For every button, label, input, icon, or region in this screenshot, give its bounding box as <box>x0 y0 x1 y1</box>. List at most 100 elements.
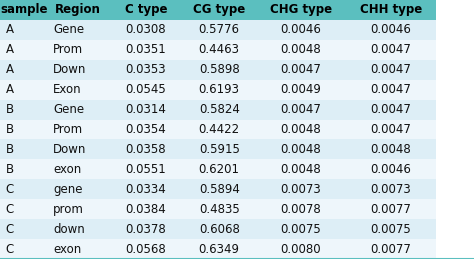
Text: 0.4463: 0.4463 <box>199 43 240 56</box>
Bar <box>109 60 182 80</box>
Text: Gene: Gene <box>53 103 84 116</box>
Bar <box>109 40 182 60</box>
Text: 0.0378: 0.0378 <box>126 223 166 236</box>
Text: CHH type: CHH type <box>360 3 422 17</box>
Bar <box>346 139 436 159</box>
Bar <box>256 100 346 120</box>
Bar <box>256 120 346 139</box>
Bar <box>47 139 109 159</box>
Bar <box>109 219 182 239</box>
Bar <box>0 159 47 179</box>
Text: C: C <box>6 203 14 216</box>
Bar <box>182 239 256 259</box>
Text: B: B <box>6 123 14 136</box>
Text: 0.0073: 0.0073 <box>371 183 411 196</box>
Text: 0.0048: 0.0048 <box>281 43 321 56</box>
Bar <box>0 239 47 259</box>
Bar <box>346 219 436 239</box>
Text: 0.0077: 0.0077 <box>371 203 411 216</box>
Bar <box>182 199 256 219</box>
Bar <box>256 199 346 219</box>
Bar <box>109 159 182 179</box>
Bar <box>256 219 346 239</box>
Text: 0.0047: 0.0047 <box>281 103 321 116</box>
Text: 0.5776: 0.5776 <box>199 23 240 36</box>
Text: A: A <box>6 63 14 76</box>
Bar <box>256 80 346 100</box>
Text: 0.0048: 0.0048 <box>281 163 321 176</box>
Bar <box>0 179 47 199</box>
Bar <box>346 80 436 100</box>
Text: 0.0384: 0.0384 <box>126 203 166 216</box>
Bar <box>182 159 256 179</box>
Bar <box>182 80 256 100</box>
Bar <box>109 0 182 20</box>
Bar <box>182 100 256 120</box>
Text: 0.0308: 0.0308 <box>126 23 166 36</box>
Text: 0.0047: 0.0047 <box>371 123 411 136</box>
Text: 0.0545: 0.0545 <box>126 83 166 96</box>
Text: 0.0078: 0.0078 <box>281 203 321 216</box>
Text: 0.5894: 0.5894 <box>199 183 240 196</box>
Text: 0.6068: 0.6068 <box>199 223 240 236</box>
Text: 0.0354: 0.0354 <box>126 123 166 136</box>
Bar <box>346 159 436 179</box>
Bar <box>346 20 436 40</box>
Bar <box>256 139 346 159</box>
Text: 0.0551: 0.0551 <box>126 163 166 176</box>
Bar <box>346 199 436 219</box>
Text: 0.5915: 0.5915 <box>199 143 240 156</box>
Bar <box>0 120 47 139</box>
Text: 0.0048: 0.0048 <box>371 143 411 156</box>
Text: gene: gene <box>53 183 82 196</box>
Text: 0.0048: 0.0048 <box>281 123 321 136</box>
Bar <box>47 60 109 80</box>
Text: A: A <box>6 23 14 36</box>
Bar <box>0 20 47 40</box>
Text: A: A <box>6 83 14 96</box>
Text: sample: sample <box>0 3 47 17</box>
Text: B: B <box>6 143 14 156</box>
Bar <box>47 219 109 239</box>
Text: 0.0334: 0.0334 <box>126 183 166 196</box>
Text: 0.0314: 0.0314 <box>125 103 166 116</box>
Bar <box>256 159 346 179</box>
Bar <box>0 80 47 100</box>
Text: 0.0358: 0.0358 <box>126 143 166 156</box>
Bar <box>0 0 47 20</box>
Bar <box>47 120 109 139</box>
Bar <box>109 80 182 100</box>
Text: Gene: Gene <box>53 23 84 36</box>
Text: 0.6349: 0.6349 <box>199 242 240 256</box>
Text: 0.0353: 0.0353 <box>126 63 166 76</box>
Bar <box>47 199 109 219</box>
Text: 0.4422: 0.4422 <box>199 123 240 136</box>
Bar <box>109 100 182 120</box>
Text: 0.0073: 0.0073 <box>281 183 321 196</box>
Bar <box>0 219 47 239</box>
Bar <box>256 239 346 259</box>
Text: C: C <box>6 223 14 236</box>
Bar <box>47 0 109 20</box>
Text: Exon: Exon <box>53 83 82 96</box>
Text: 0.0048: 0.0048 <box>281 143 321 156</box>
Text: 0.0077: 0.0077 <box>371 242 411 256</box>
Bar <box>0 100 47 120</box>
Bar <box>182 139 256 159</box>
Text: down: down <box>53 223 85 236</box>
Text: 0.0568: 0.0568 <box>126 242 166 256</box>
Bar <box>256 60 346 80</box>
Bar <box>47 80 109 100</box>
Text: C: C <box>6 242 14 256</box>
Text: 0.0047: 0.0047 <box>371 63 411 76</box>
Text: Region: Region <box>55 3 101 17</box>
Bar <box>47 159 109 179</box>
Bar <box>182 60 256 80</box>
Text: Prom: Prom <box>53 123 83 136</box>
Text: C type: C type <box>125 3 167 17</box>
Bar <box>109 199 182 219</box>
Bar <box>47 20 109 40</box>
Text: 0.0047: 0.0047 <box>371 83 411 96</box>
Text: 0.0080: 0.0080 <box>281 242 321 256</box>
Bar <box>182 219 256 239</box>
